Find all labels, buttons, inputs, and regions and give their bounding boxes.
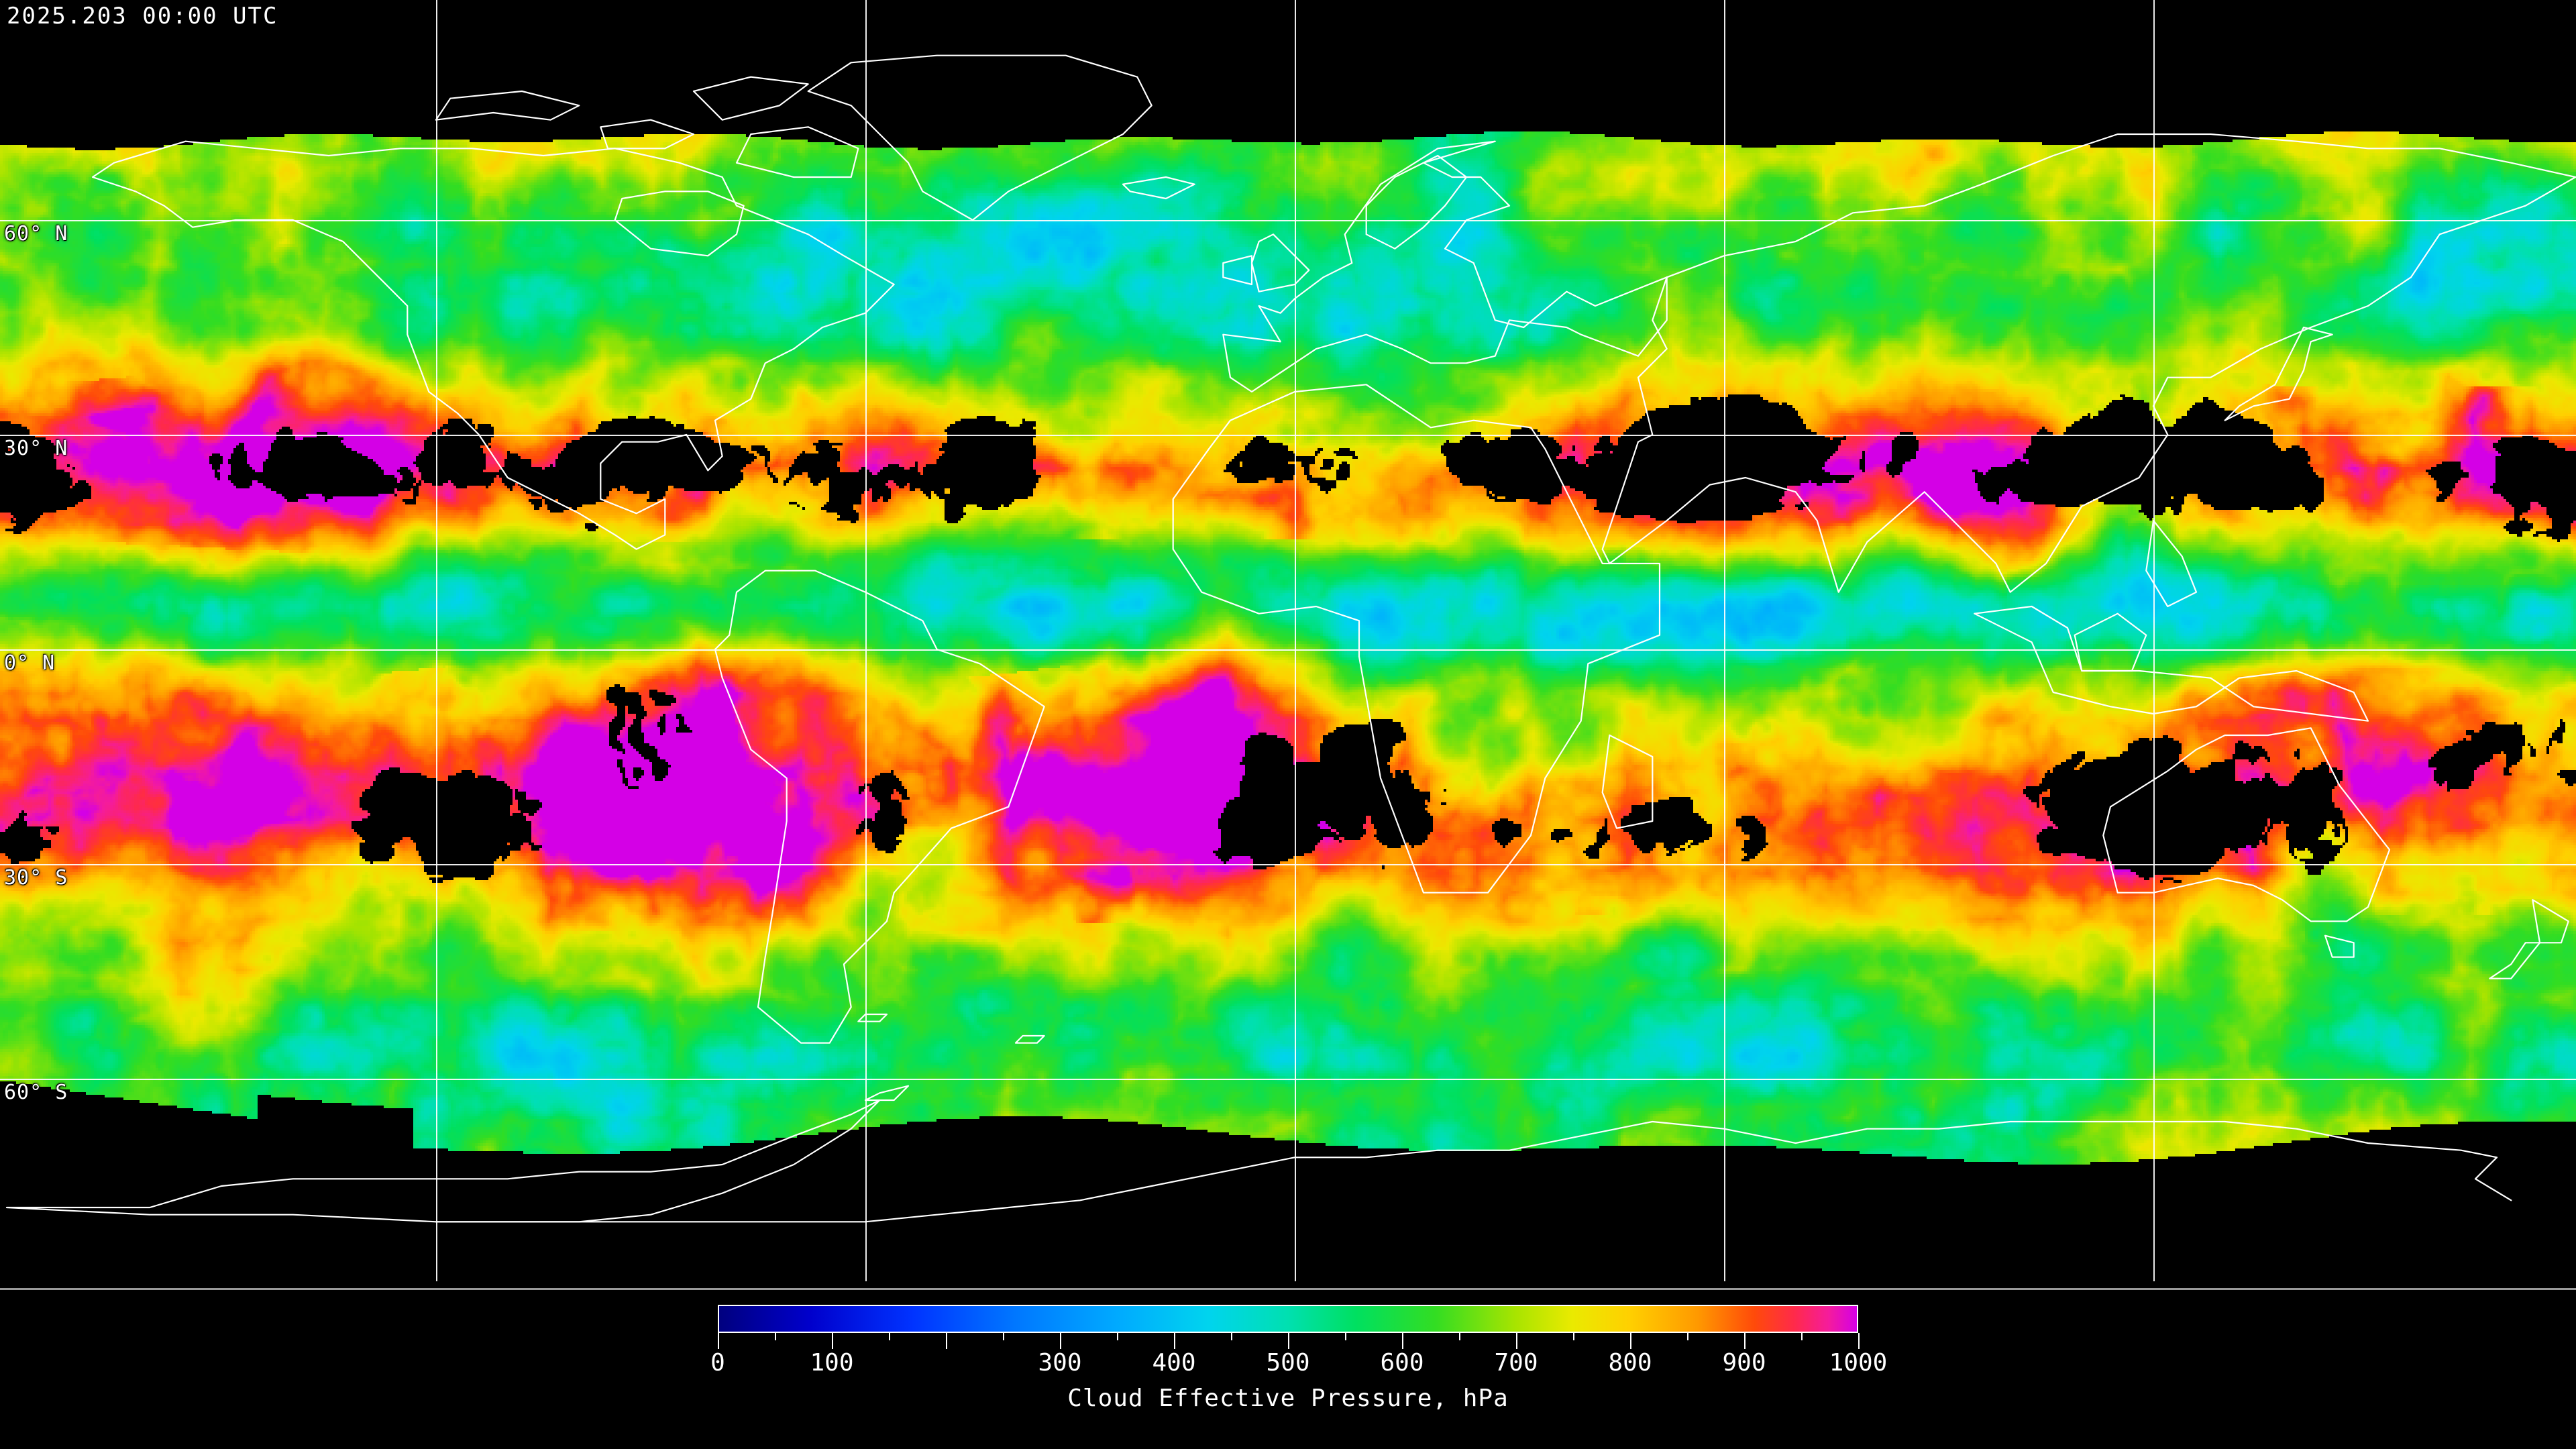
- colorbar-tick-major: [1858, 1333, 1860, 1349]
- colorbar-tick-label: 700: [1494, 1349, 1538, 1377]
- colorbar-tick-major: [1174, 1333, 1175, 1349]
- colorbar-tick-minor: [889, 1333, 890, 1340]
- colorbar-tick-major: [832, 1333, 833, 1349]
- colorbar-tick-label: 1000: [1829, 1349, 1888, 1377]
- cloud-pressure-heatmap[interactable]: [0, 0, 2576, 1288]
- colorbar-tick-major: [1516, 1333, 1517, 1349]
- colorbar-title: Cloud Effective Pressure, hPa: [1067, 1385, 1509, 1412]
- colorbar-tick-label: 300: [1038, 1349, 1082, 1377]
- colorbar-tick-label: 0: [710, 1349, 725, 1377]
- panel-divider: [0, 1288, 2576, 1290]
- colorbar-tick-major: [1402, 1333, 1403, 1349]
- colorbar-tick-minor: [1459, 1333, 1460, 1340]
- colorbar-tick-minor: [1231, 1333, 1232, 1340]
- colorbar-tick-minor: [775, 1333, 776, 1340]
- colorbar-tick-label: 100: [810, 1349, 854, 1377]
- colorbar-tick-label: 800: [1608, 1349, 1652, 1377]
- colorbar-tick-major: [1060, 1333, 1061, 1349]
- map-panel[interactable]: 60° N 30° N 0° N 30° S 60° S 2025.203 00:00 …: [0, 0, 2576, 1288]
- colorbar-tick-minor: [1801, 1333, 1803, 1340]
- colorbar-tick-minor: [1003, 1333, 1004, 1340]
- timestamp-label: 2025.203 00:00 UTC: [7, 3, 278, 30]
- colorbar-tick-label: 500: [1266, 1349, 1310, 1377]
- colorbar-tick-minor: [1687, 1333, 1688, 1340]
- colorbar-tick-minor: [1345, 1333, 1346, 1340]
- colorbar-tick-minor: [1117, 1333, 1118, 1340]
- colorbar-wrap: [718, 1305, 1858, 1333]
- colorbar-tick-major: [1288, 1333, 1289, 1349]
- colorbar-tick-major: [1630, 1333, 1631, 1349]
- colorbar-tick-label: 400: [1152, 1349, 1196, 1377]
- colorbar-tick-major: [1744, 1333, 1746, 1349]
- colorbar-gradient[interactable]: [718, 1305, 1858, 1333]
- colorbar-tick-labels: 0 100 300 400 500 600 700 800 900 1000: [0, 1349, 2576, 1380]
- colorbar-tick-minor: [1573, 1333, 1574, 1340]
- colorbar-tick-major: [718, 1333, 719, 1349]
- colorbar-tick-major: [946, 1333, 947, 1349]
- colorbar-tick-label: 900: [1722, 1349, 1766, 1377]
- legend-panel: 0 100 300 400 500 600 700 800 900 1000 Cloud Effe…: [0, 1290, 2576, 1449]
- colorbar-ticks: [718, 1333, 1861, 1350]
- colorbar-tick-label: 600: [1380, 1349, 1424, 1377]
